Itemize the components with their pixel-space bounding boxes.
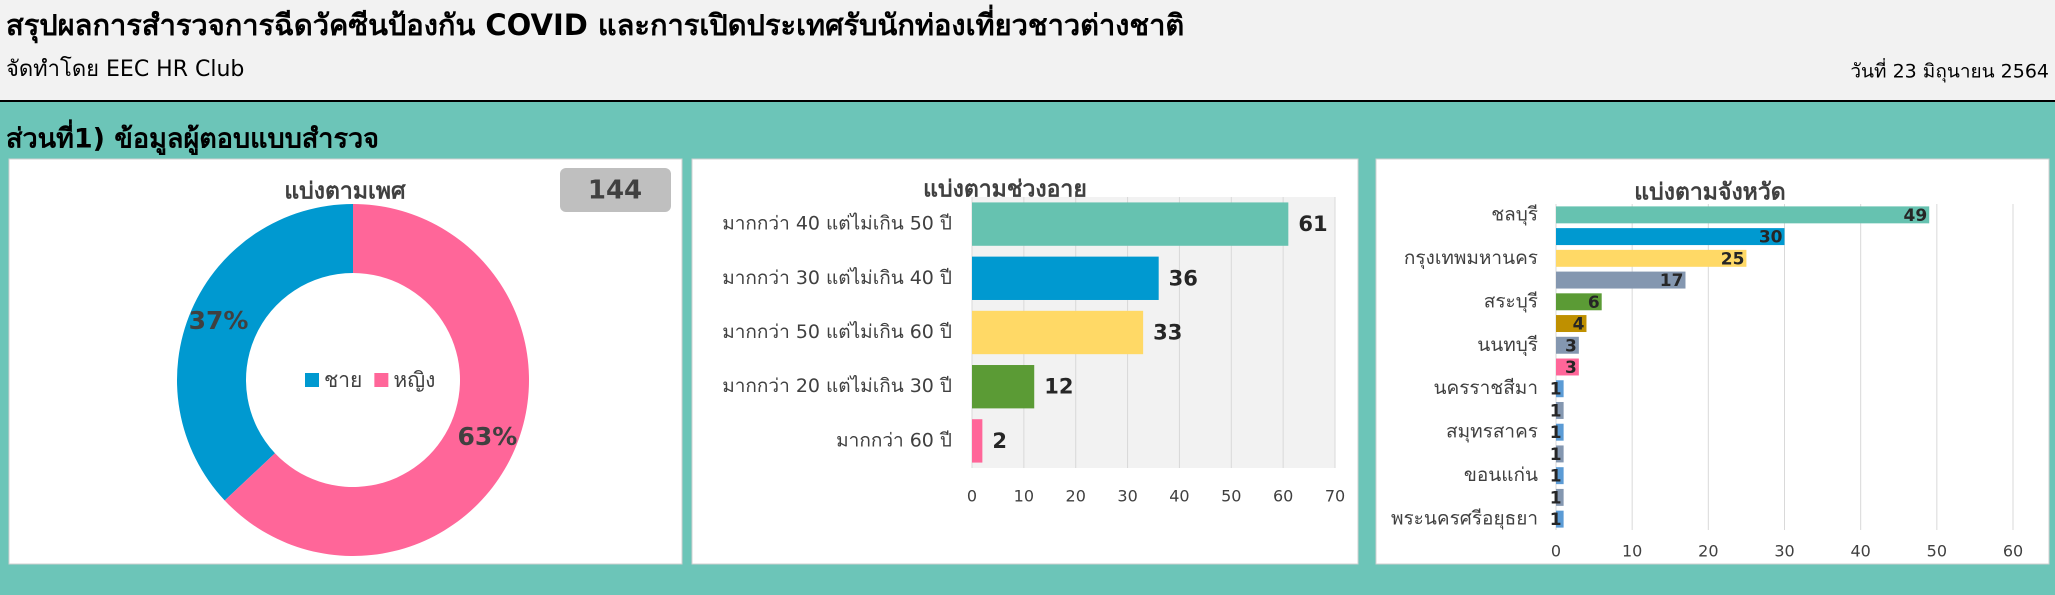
section-title: ส่วนที่1) ข้อมูลผู้ตอบแบบสำรวจ [6, 119, 379, 156]
x-tick-label: 70 [1325, 487, 1345, 506]
data-label: 12 [1044, 375, 1073, 399]
donut-slice [176, 204, 353, 501]
bar [1556, 445, 1564, 463]
data-label: 49 [1904, 206, 1928, 226]
data-label: 3 [1565, 358, 1577, 378]
bar [1556, 206, 1930, 224]
bar [1556, 336, 1579, 354]
data-label: 6 [1588, 293, 1600, 313]
data-label: 17 [1660, 271, 1684, 291]
y-tick-label: มากกว่า 20 แต่ไม่เกิน 30 ปี [722, 375, 952, 397]
x-tick-label: 30 [1117, 487, 1137, 506]
data-label: 1 [1550, 380, 1562, 400]
x-tick-label: 40 [1850, 542, 1870, 561]
data-label: 4 [1573, 315, 1585, 335]
x-tick-label: 40 [1169, 487, 1189, 506]
y-tick-label: สมุทรสาคร [1446, 421, 1538, 444]
bar [1556, 293, 1602, 311]
data-label: 30 [1759, 228, 1783, 248]
y-tick-label: ขอนแก่น [1464, 464, 1538, 486]
donut-slice [224, 204, 529, 556]
y-tick-label: มากกว่า 50 แต่ไม่เกิน 60 ปี [722, 321, 952, 343]
data-label: 1 [1550, 423, 1562, 443]
data-label: 33 [1153, 321, 1182, 345]
data-label: 3 [1565, 336, 1577, 356]
total-value: 144 [588, 176, 642, 206]
bar [1556, 380, 1564, 398]
data-label: 25 [1721, 249, 1745, 269]
data-label: 37% [189, 306, 249, 335]
y-tick-label: ชลบุรี [1491, 203, 1538, 226]
page-title: สรุปผลการสำรวจการฉีดวัคซีนป้องกัน COVID … [6, 4, 1184, 43]
y-tick-label: มากกว่า 30 แต่ไม่เกิน 40 ปี [722, 267, 952, 289]
x-tick-label: 0 [1551, 542, 1561, 561]
x-tick-label: 50 [1221, 487, 1241, 506]
data-label: 1 [1550, 401, 1562, 421]
legend-label: หญิง [393, 368, 435, 392]
bar [1556, 488, 1564, 506]
data-label: 2 [992, 429, 1007, 453]
total-badge [560, 168, 671, 212]
data-label: 1 [1550, 510, 1562, 530]
chart-title: แบ่งตามจังหวัด [1634, 180, 1785, 206]
data-label: 1 [1550, 488, 1562, 508]
page-date: วันที่ 23 มิถุนายน 2564 [1850, 58, 2049, 84]
x-tick-label: 50 [1927, 542, 1947, 561]
legend-swatch [374, 373, 389, 387]
legend-swatch [305, 373, 319, 387]
y-tick-label: กรุงเทพมหานคร [1404, 247, 1538, 270]
bar [972, 365, 1035, 409]
data-label: 61 [1298, 212, 1327, 236]
bar [1556, 401, 1564, 419]
bar [1556, 423, 1564, 441]
bar [1556, 271, 1686, 289]
x-tick-label: 60 [2003, 542, 2023, 561]
bar [1556, 467, 1564, 485]
header-bg [0, 0, 2055, 101]
page-subtitle: จัดทำโดย EEC HR Club [6, 56, 244, 82]
data-label: 1 [1550, 445, 1562, 465]
x-tick-label: 30 [1774, 542, 1794, 561]
chart-title: แบ่งตามเพศ [284, 179, 406, 205]
x-tick-label: 0 [967, 487, 977, 506]
bar [1556, 249, 1747, 267]
header-rule [0, 100, 2055, 102]
bar [1556, 228, 1785, 246]
x-tick-label: 20 [1066, 487, 1086, 506]
legend-label: ชาย [324, 368, 362, 392]
bar [1556, 358, 1579, 376]
y-tick-label: นนทบุรี [1477, 334, 1538, 357]
y-tick-label: มากกว่า 60 ปี [836, 429, 952, 451]
x-tick-label: 10 [1014, 487, 1034, 506]
bar [972, 419, 983, 463]
data-label: 1 [1550, 467, 1562, 487]
x-tick-label: 20 [1698, 542, 1718, 561]
y-tick-label: พระนครศรีอยุธยา [1391, 508, 1538, 531]
data-label: 36 [1169, 266, 1198, 290]
x-tick-label: 60 [1273, 487, 1293, 506]
y-tick-label: มากกว่า 40 แต่ไม่เกิน 50 ปี [722, 213, 952, 235]
bar [1556, 315, 1587, 333]
bar [972, 256, 1159, 300]
y-tick-label: นครราชสีมา [1434, 377, 1538, 399]
bar [1556, 510, 1564, 528]
x-tick-label: 10 [1622, 542, 1642, 561]
bar [972, 310, 1144, 355]
y-tick-label: สระบุรี [1484, 290, 1538, 313]
data-label: 63% [458, 422, 518, 451]
bar [972, 202, 1289, 246]
